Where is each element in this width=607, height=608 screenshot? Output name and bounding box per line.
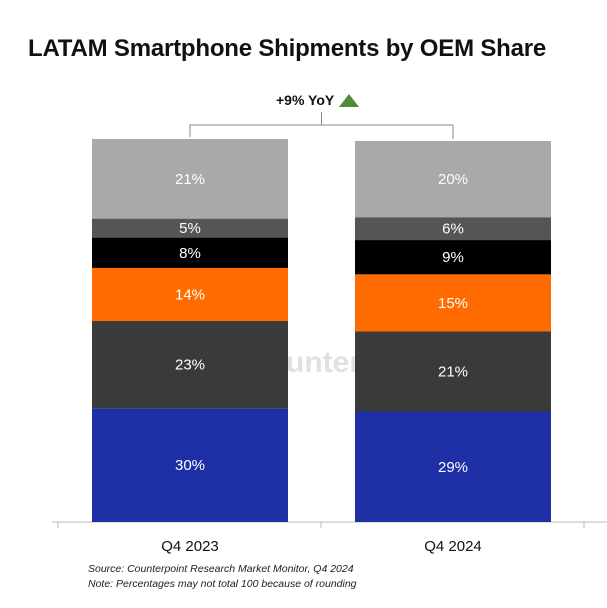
data-label-0-3: 8% xyxy=(179,245,201,262)
data-label-0-4: 5% xyxy=(179,220,201,237)
data-label-1-0: 29% xyxy=(438,459,468,476)
bar-segment-0-1 xyxy=(92,321,288,409)
data-label-0-5: 21% xyxy=(175,171,205,188)
data-label-1-2: 15% xyxy=(438,295,468,312)
source-note: Source: Counterpoint Research Market Mon… xyxy=(88,563,354,575)
bar-segment-1-4 xyxy=(355,217,551,241)
rounding-note: Note: Percentages may not total 100 beca… xyxy=(88,578,357,590)
up-triangle-icon xyxy=(339,93,360,107)
data-label-1-1: 21% xyxy=(438,364,468,381)
bar-segment-1-3 xyxy=(355,240,551,275)
bar-segment-1-5 xyxy=(355,141,551,218)
data-label-0-0: 30% xyxy=(175,457,205,474)
category-label-1: Q4 2024 xyxy=(424,538,482,555)
data-label-1-3: 9% xyxy=(442,249,464,266)
bar-segment-0-4 xyxy=(92,218,288,238)
data-label-1-5: 20% xyxy=(438,171,468,188)
yoy-bracket xyxy=(189,124,454,139)
bar-segment-0-2 xyxy=(92,267,288,322)
category-label-0: Q4 2023 xyxy=(161,538,219,555)
bar-segment-1-1 xyxy=(355,331,551,412)
bar-segment-0-5 xyxy=(92,139,288,219)
bar-segment-0-3 xyxy=(92,237,288,268)
data-label-0-1: 23% xyxy=(175,357,205,374)
bar-segment-1-0 xyxy=(355,411,551,522)
data-label-1-4: 6% xyxy=(442,221,464,238)
bar-segment-0-0 xyxy=(92,408,288,522)
yoy-annotation: +9% YoY xyxy=(276,92,360,108)
yoy-label: +9% YoY xyxy=(276,92,335,108)
bar-segment-1-2 xyxy=(355,274,551,332)
chart-title: LATAM Smartphone Shipments by OEM Share xyxy=(28,35,547,62)
data-label-0-2: 14% xyxy=(175,286,205,303)
